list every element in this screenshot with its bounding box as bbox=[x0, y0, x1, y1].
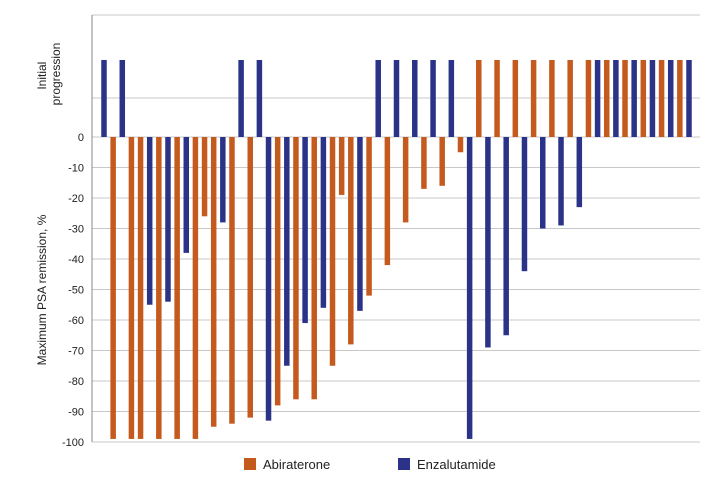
bar-abiraterone bbox=[293, 137, 299, 400]
bar-enzalutamide bbox=[256, 60, 263, 137]
y-tick-label: -40 bbox=[68, 254, 84, 266]
bar-enzalutamide bbox=[649, 60, 656, 137]
y-tick-label: 0 bbox=[78, 132, 84, 144]
bar-enzalutamide bbox=[183, 137, 190, 253]
bar-abiraterone bbox=[366, 137, 372, 296]
bar-abiraterone bbox=[402, 137, 409, 223]
bar-enzalutamide bbox=[165, 137, 171, 302]
bar-abiraterone bbox=[247, 137, 253, 418]
bar-abiraterone bbox=[476, 60, 482, 137]
y-tick-label: -90 bbox=[68, 407, 84, 419]
bar-enzalutamide bbox=[613, 60, 619, 137]
y-tick-labels: 0 -10 -20 -30 -40 -50 -60 -70 -80 -90 -100 bbox=[62, 132, 84, 449]
bar-enzalutamide bbox=[238, 60, 244, 137]
bar-abiraterone bbox=[128, 137, 135, 439]
bar-enzalutamide bbox=[430, 60, 436, 137]
bar-abiraterone bbox=[156, 137, 162, 439]
bar-enzalutamide bbox=[146, 137, 153, 305]
bar-enzalutamide bbox=[485, 137, 491, 348]
bar-enzalutamide bbox=[320, 137, 327, 308]
bar-enzalutamide bbox=[393, 60, 400, 137]
bar-abiraterone bbox=[512, 60, 519, 137]
bar-enzalutamide bbox=[101, 60, 107, 137]
legend-label-enzalutamide: Enzalutamide bbox=[417, 457, 496, 472]
bar-abiraterone bbox=[384, 137, 391, 266]
bar-enzalutamide bbox=[220, 137, 226, 223]
bar-enzalutamide bbox=[284, 137, 290, 366]
bar-abiraterone bbox=[311, 137, 317, 400]
bar-enzalutamide bbox=[357, 137, 363, 311]
y-tick-label: -30 bbox=[68, 224, 84, 236]
bar-enzalutamide bbox=[540, 137, 546, 229]
y-tick-label: -100 bbox=[62, 437, 84, 449]
bar-enzalutamide bbox=[375, 60, 381, 137]
progression-label-line2: progression bbox=[49, 43, 63, 106]
y-tick-label: -80 bbox=[68, 376, 84, 388]
bar-enzalutamide bbox=[466, 137, 473, 439]
bar-enzalutamide bbox=[265, 137, 272, 421]
bar-enzalutamide bbox=[686, 60, 692, 137]
bar-abiraterone bbox=[567, 60, 573, 137]
bar-abiraterone bbox=[329, 137, 336, 366]
bar-abiraterone bbox=[192, 137, 199, 439]
bar-abiraterone bbox=[677, 60, 683, 137]
y-tick-label: -20 bbox=[68, 193, 84, 205]
bar-abiraterone bbox=[201, 137, 208, 217]
bar-abiraterone bbox=[603, 60, 610, 137]
bar-abiraterone bbox=[421, 137, 427, 189]
bars bbox=[101, 60, 692, 439]
bar-enzalutamide bbox=[558, 137, 564, 226]
y-tick-label: -60 bbox=[68, 315, 84, 327]
bar-abiraterone bbox=[348, 137, 354, 345]
progression-axis-title: Initial progression bbox=[35, 43, 63, 106]
y-axis-title: Maximum PSA remission, % bbox=[35, 214, 49, 365]
bar-abiraterone bbox=[174, 137, 180, 439]
progression-label-line1: Initial bbox=[35, 62, 49, 90]
bar-abiraterone bbox=[274, 137, 281, 406]
bar-enzalutamide bbox=[631, 60, 637, 137]
legend-label-abiraterone: Abiraterone bbox=[263, 457, 330, 472]
legend: Abiraterone Enzalutamide bbox=[244, 457, 496, 472]
bar-abiraterone bbox=[457, 137, 464, 153]
bar-abiraterone bbox=[658, 60, 665, 137]
bar-abiraterone bbox=[622, 60, 628, 137]
bar-abiraterone bbox=[229, 137, 235, 424]
bar-enzalutamide bbox=[576, 137, 583, 208]
bar-abiraterone bbox=[640, 60, 647, 137]
legend-swatch-enzalutamide bbox=[398, 458, 410, 470]
bar-abiraterone bbox=[549, 60, 555, 137]
bar-enzalutamide bbox=[448, 60, 455, 137]
bar-abiraterone bbox=[137, 137, 144, 439]
bar-enzalutamide bbox=[594, 60, 601, 137]
bar-abiraterone bbox=[210, 137, 217, 427]
y-tick-label: -50 bbox=[68, 285, 84, 297]
bar-abiraterone bbox=[338, 137, 345, 195]
legend-swatch-abiraterone bbox=[244, 458, 256, 470]
bar-enzalutamide bbox=[302, 137, 308, 324]
bar-abiraterone bbox=[494, 60, 500, 137]
y-tick-label: -10 bbox=[68, 163, 84, 175]
bar-enzalutamide bbox=[521, 137, 528, 272]
bar-enzalutamide bbox=[667, 60, 674, 137]
bar-abiraterone bbox=[439, 137, 445, 186]
bar-abiraterone bbox=[110, 137, 116, 439]
bar-abiraterone bbox=[530, 60, 537, 137]
bar-enzalutamide bbox=[503, 137, 509, 336]
bar-enzalutamide bbox=[412, 60, 418, 137]
y-tick-label: -70 bbox=[68, 346, 84, 358]
bar-abiraterone bbox=[585, 60, 592, 137]
bar-enzalutamide bbox=[119, 60, 126, 137]
